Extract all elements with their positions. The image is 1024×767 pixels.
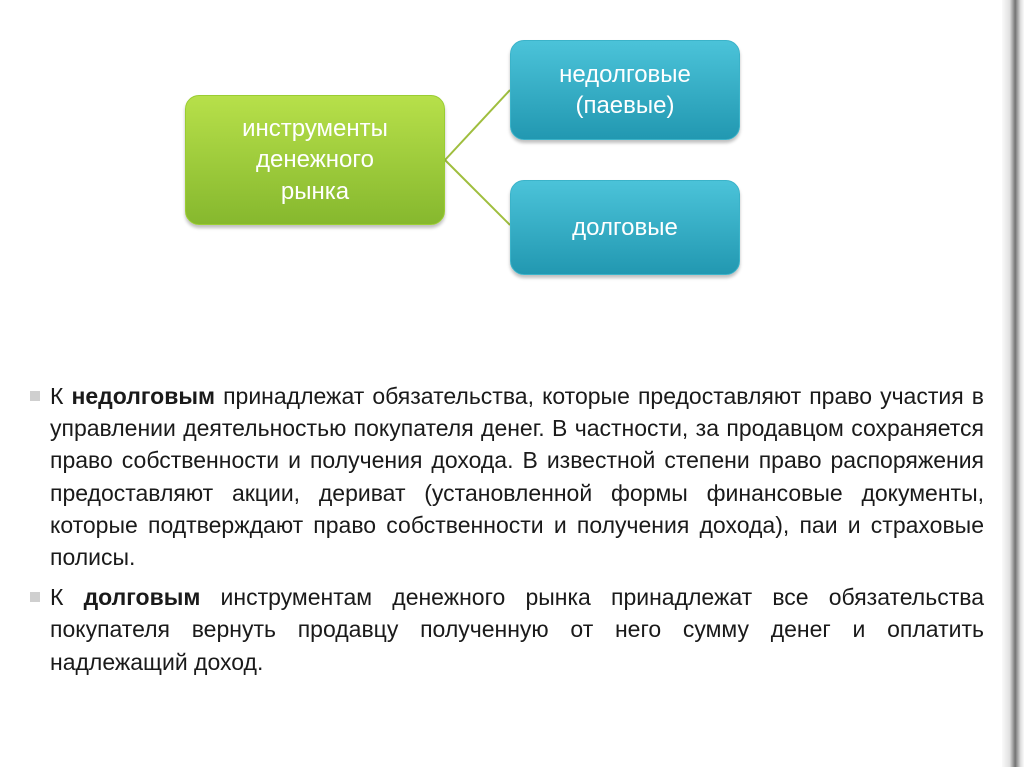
root-node-label: инструментыденежногорынка <box>242 113 388 207</box>
paragraph-1: К недолговым принадлежат обязательства, … <box>50 380 984 573</box>
bullet-item-1: К недолговым принадлежат обязательства, … <box>30 380 984 573</box>
bullet-item-2: К долговым инструментам денежного рынка … <box>30 581 984 678</box>
child0-label: недолговые(паевые) <box>559 59 691 121</box>
bullet-marker <box>30 592 40 602</box>
right-shadow-decor <box>1002 0 1024 767</box>
paragraph-2: К долговым инструментам денежного рынка … <box>50 581 984 678</box>
p1-bold: недолговым <box>72 383 216 409</box>
edge-1 <box>445 160 510 225</box>
child-node-dolgovye: долговые <box>510 180 740 275</box>
bullet-marker <box>30 391 40 401</box>
p2-prefix: К <box>50 584 84 610</box>
p2-bold: долговым <box>84 584 201 610</box>
diagram-area: инструментыденежногорынка недолговые(пае… <box>0 0 1024 320</box>
content-area: К недолговым принадлежат обязательства, … <box>30 380 984 686</box>
child1-label: долговые <box>572 212 678 243</box>
child-node-nedolgovye: недолговые(паевые) <box>510 40 740 140</box>
edge-0 <box>445 90 510 160</box>
root-node: инструментыденежногорынка <box>185 95 445 225</box>
p1-prefix: К <box>50 383 72 409</box>
p1-rest: принадлежат обязательства, которые предо… <box>50 383 984 570</box>
